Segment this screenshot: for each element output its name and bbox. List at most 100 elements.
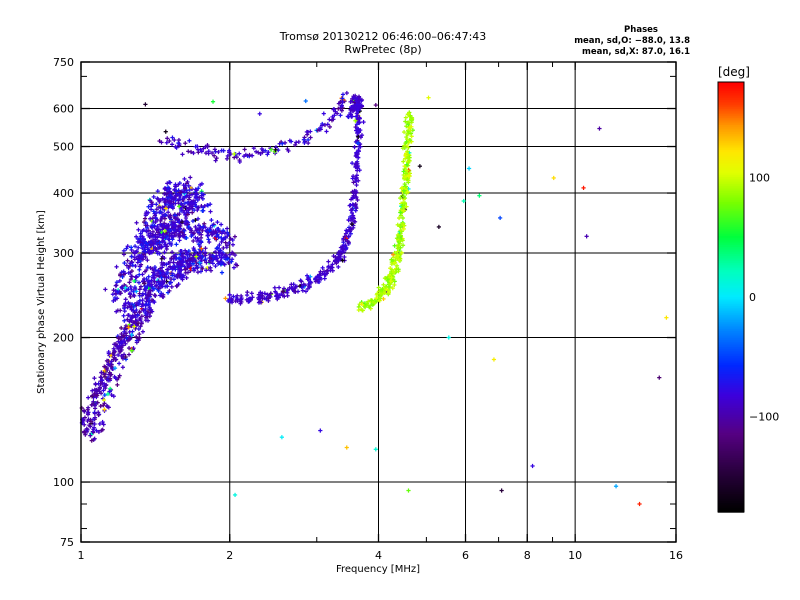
scatter-point: [332, 259, 337, 264]
scatter-point: [200, 266, 205, 271]
scatter-point: [126, 313, 131, 318]
scatter-point: [145, 293, 151, 298]
scatter-point: [405, 149, 410, 154]
colorbar-band: [718, 182, 744, 185]
scatter-point: [258, 151, 263, 156]
scatter-point: [180, 251, 186, 257]
scatter-point: [185, 212, 190, 217]
scatter-point: [250, 153, 255, 158]
scatter-point: [396, 267, 401, 272]
scatter-point: [123, 341, 128, 346]
scatter-point: [196, 186, 201, 191]
scatter-point: [353, 118, 358, 123]
scatter-point: [146, 210, 151, 215]
colorbar-band: [718, 298, 744, 302]
scatter-point: [239, 299, 244, 305]
scatter-point: [126, 300, 131, 306]
scatter-point: [182, 186, 188, 191]
scatter-point: [340, 96, 345, 101]
scatter-point: [194, 254, 199, 259]
scatter-point: [160, 271, 165, 276]
colorbar-band: [718, 408, 744, 411]
scatter-point: [227, 297, 232, 302]
scatter-point: [209, 217, 214, 223]
colorbar-band: [718, 171, 744, 175]
scatter-point: [223, 296, 228, 301]
scatter-point: [221, 245, 226, 251]
scatter-point: [403, 115, 408, 120]
scatter-point: [280, 289, 285, 294]
scatter-point: [215, 245, 220, 250]
colorbar-band: [718, 289, 744, 293]
scatter-point: [151, 194, 156, 200]
scatter-point: [217, 253, 222, 258]
colorbar-band: [718, 144, 744, 148]
colorbar-band: [718, 454, 744, 458]
scatter-point: [319, 123, 325, 128]
scatter-point: [171, 234, 176, 239]
scatter-point: [174, 145, 179, 150]
colorbar-band: [718, 463, 744, 467]
scatter-point: [189, 228, 194, 233]
scatter-point: [364, 301, 370, 306]
colorbar-band: [718, 223, 744, 227]
scatter-point: [102, 392, 107, 398]
scatter-point: [214, 156, 219, 161]
colorbar-band: [718, 504, 744, 508]
scatter-point: [160, 239, 165, 244]
scatter-point: [140, 291, 145, 296]
colorbar-band: [718, 85, 744, 89]
scatter-point: [182, 267, 188, 272]
scatter-point: [121, 252, 127, 257]
scatter-point: [127, 329, 132, 334]
scatter-point: [136, 326, 141, 332]
scatter-point: [282, 140, 288, 145]
colorbar-band: [718, 227, 744, 230]
scatter-point: [144, 229, 150, 234]
colorbar-band: [718, 245, 744, 248]
scatter-point: [164, 140, 169, 145]
scatter-point: [154, 210, 159, 216]
scatter-point: [242, 147, 247, 152]
scatter-point: [331, 106, 337, 112]
scatter-point: [169, 231, 174, 236]
colorbar-band: [718, 309, 744, 313]
scatter-point: [161, 294, 166, 300]
scatter-point: [111, 394, 116, 399]
scatter-point: [401, 188, 406, 193]
colorbar-band: [718, 288, 744, 291]
scatter-point: [351, 225, 356, 230]
scatter-point: [159, 244, 164, 249]
scatter-point: [148, 292, 153, 297]
scatter-point: [148, 310, 153, 315]
scatter-point: [126, 287, 131, 292]
scatter-point: [389, 275, 394, 280]
scatter-point: [320, 265, 325, 270]
colorbar-band: [718, 356, 744, 359]
scatter-point: [388, 278, 393, 284]
scatter-point: [197, 226, 202, 231]
x-tick-label: 10: [568, 549, 582, 562]
scatter-point: [164, 234, 169, 239]
scatter-point: [148, 239, 153, 244]
colorbar-band: [718, 440, 744, 443]
scatter-point: [280, 141, 285, 146]
scatter-point: [391, 270, 396, 275]
scatter-point: [160, 224, 165, 230]
colorbar-band: [718, 395, 744, 399]
colorbar-band: [718, 311, 744, 314]
scatter-point: [167, 288, 172, 293]
scatter-point: [167, 264, 173, 269]
scatter-point: [381, 282, 386, 287]
x-tick-label: 8: [524, 549, 531, 562]
scatter-point: [320, 271, 325, 276]
scatter-point: [121, 248, 126, 253]
scatter-point: [125, 244, 130, 249]
colorbar-band: [718, 375, 744, 379]
colorbar-band: [718, 277, 744, 280]
scatter-point: [134, 274, 139, 279]
scatter-point: [184, 258, 190, 264]
scatter-point: [223, 240, 228, 245]
scatter-point: [203, 246, 208, 251]
colorbar-band: [718, 404, 744, 407]
